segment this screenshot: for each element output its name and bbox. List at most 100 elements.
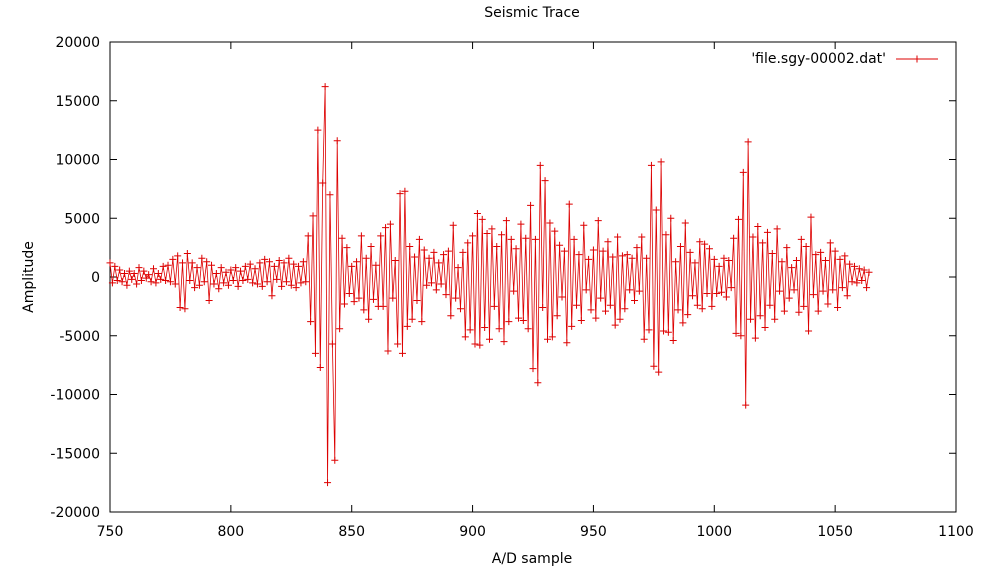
data-point xyxy=(133,280,141,288)
data-point xyxy=(425,254,433,262)
x-tick-label: 850 xyxy=(338,524,365,540)
data-point xyxy=(391,257,399,265)
data-point xyxy=(302,278,310,286)
chart-title: Seismic Trace xyxy=(484,5,580,21)
data-point xyxy=(179,259,187,267)
data-point xyxy=(331,456,339,464)
data-point xyxy=(568,322,576,330)
data-point xyxy=(386,220,394,228)
data-point xyxy=(183,250,191,257)
x-tick-label: 800 xyxy=(217,524,244,540)
data-point xyxy=(650,362,658,370)
data-point xyxy=(299,258,307,266)
data-point xyxy=(631,297,639,304)
data-point xyxy=(234,282,242,290)
data-point xyxy=(807,213,815,221)
y-tick-label: 0 xyxy=(91,270,100,286)
data-point xyxy=(514,314,522,322)
data-point xyxy=(435,259,443,267)
data-point xyxy=(563,339,571,347)
data-point xyxy=(249,279,257,287)
data-point xyxy=(316,363,324,371)
data-point xyxy=(324,479,332,487)
data-point xyxy=(348,262,356,270)
x-axis-label: A/D sample xyxy=(492,551,572,567)
data-point xyxy=(258,282,266,290)
data-point xyxy=(747,315,755,323)
data-point xyxy=(456,305,464,313)
data-point xyxy=(401,187,409,195)
data-point xyxy=(382,224,390,232)
data-point xyxy=(725,257,733,265)
data-point xyxy=(560,247,568,255)
data-point xyxy=(140,267,148,275)
data-point xyxy=(553,312,561,320)
data-point xyxy=(604,238,612,246)
legend-marker-plus xyxy=(913,55,921,63)
data-point xyxy=(111,262,119,270)
data-point xyxy=(614,233,622,241)
y-tick-label: 20000 xyxy=(55,35,100,51)
data-point xyxy=(773,225,781,233)
data-point xyxy=(198,254,206,262)
data-point xyxy=(483,230,491,238)
data-point xyxy=(142,274,150,282)
data-point xyxy=(154,269,162,277)
data-point xyxy=(333,137,341,145)
data-point xyxy=(244,275,252,283)
data-point xyxy=(734,215,742,223)
data-point xyxy=(640,335,648,343)
data-point xyxy=(328,340,336,348)
data-point xyxy=(710,255,718,263)
data-point xyxy=(759,239,767,247)
data-point xyxy=(749,233,757,241)
data-point xyxy=(307,318,315,326)
data-point xyxy=(350,298,358,306)
data-point xyxy=(415,235,423,243)
data-point xyxy=(841,252,849,260)
data-point xyxy=(369,295,377,303)
data-point xyxy=(210,280,218,288)
data-point xyxy=(824,300,832,308)
data-point xyxy=(406,242,414,250)
data-point xyxy=(188,259,196,267)
data-point xyxy=(715,262,723,270)
data-point xyxy=(531,235,539,243)
data-point xyxy=(838,284,846,292)
data-point xyxy=(597,294,605,302)
data-point xyxy=(466,326,474,334)
data-point xyxy=(420,246,428,254)
data-point xyxy=(481,324,489,332)
data-point xyxy=(360,306,368,314)
data-point xyxy=(664,328,672,336)
data-point xyxy=(135,264,143,272)
data-point xyxy=(708,302,716,310)
data-point xyxy=(645,326,653,334)
data-point xyxy=(256,259,264,267)
data-point xyxy=(860,266,868,274)
data-point xyxy=(372,261,380,269)
data-point xyxy=(145,271,153,279)
data-point xyxy=(278,282,286,290)
data-point xyxy=(157,275,165,283)
data-point xyxy=(616,315,624,323)
x-tick-label: 900 xyxy=(459,524,486,540)
data-point xyxy=(500,338,508,346)
data-point xyxy=(843,292,851,300)
data-point xyxy=(459,248,467,256)
data-point xyxy=(394,340,402,348)
data-point xyxy=(684,311,692,319)
data-point xyxy=(865,268,873,276)
data-point xyxy=(227,266,235,274)
data-point xyxy=(353,258,361,266)
data-point xyxy=(836,255,844,263)
data-point xyxy=(539,304,547,312)
data-point xyxy=(355,294,363,302)
x-axis-ticks: 750 800 850 900 950 1000 1050 1100 xyxy=(97,42,974,540)
data-point xyxy=(193,264,201,272)
y-tick-label: 10000 xyxy=(55,153,100,169)
data-point xyxy=(162,277,170,285)
data-point xyxy=(829,286,837,294)
data-point xyxy=(817,248,825,256)
